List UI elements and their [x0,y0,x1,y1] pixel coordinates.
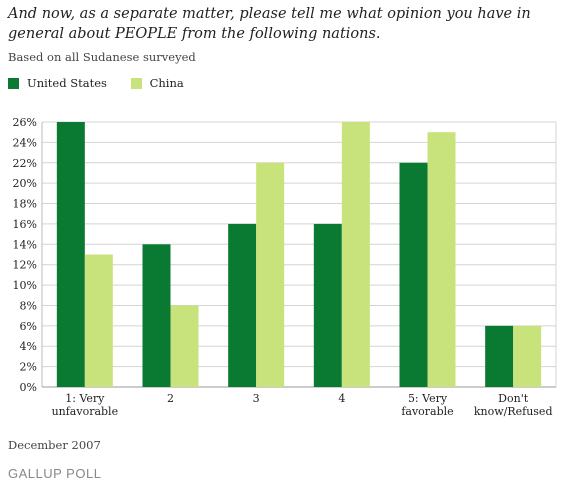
legend-swatch-united-states [8,77,19,89]
bar-china [256,162,285,387]
y-tick-label: 16% [13,218,37,231]
y-tick-label: 26% [13,116,37,129]
bar-united-states [142,244,171,387]
x-category-label: favorable [401,405,453,418]
bar-united-states [313,223,342,387]
x-category-label: 5: Very [408,392,448,405]
bar-united-states [485,325,514,387]
y-tick-label: 6% [20,320,37,333]
y-tick-label: 8% [20,299,37,312]
y-tick-label: 12% [13,259,37,272]
bar-united-states [56,122,85,387]
y-tick-label: 2% [20,361,37,374]
y-tick-label: 24% [13,136,37,149]
y-tick-label: 4% [20,340,37,353]
bar-united-states [399,162,428,387]
x-category-label: Don't [498,392,529,405]
bar-china [84,254,113,387]
legend-label-china: China [149,76,184,90]
bar-china [170,305,199,387]
chart-legend: United States China [8,76,204,92]
y-tick-label: 22% [13,157,37,170]
y-tick-label: 20% [13,177,37,190]
x-category-label: 3 [253,392,260,405]
gallup-poll-logo: GALLUP POLL [8,466,102,481]
y-tick-label: 0% [20,381,37,394]
y-tick-label: 14% [13,238,37,251]
legend-item-china: China [130,76,184,90]
survey-date: December 2007 [8,438,101,452]
x-category-label: know/Refused [474,405,553,418]
bar-united-states [228,223,257,387]
x-category-label: 4 [338,392,345,405]
bar-china [341,122,370,387]
bar-china [513,325,542,387]
x-category-label: 1: Very [65,392,105,405]
x-category-label: 2 [167,392,174,405]
chart-title: And now, as a separate matter, please te… [8,6,531,42]
legend-swatch-china [130,77,142,89]
legend-label-united-states: United States [27,76,107,90]
bar-china [427,132,456,387]
y-tick-label: 10% [13,279,37,292]
chart-subtitle: Based on all Sudanese surveyed [8,50,196,64]
y-tick-label: 18% [13,198,37,211]
legend-item-united-states: United States [8,76,107,90]
x-category-label: unfavorable [52,405,119,418]
